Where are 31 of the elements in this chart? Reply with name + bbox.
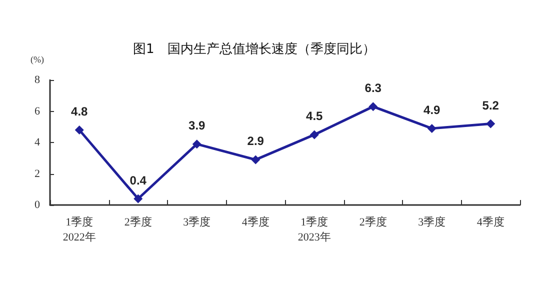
data-label: 4.5	[306, 109, 324, 124]
point	[368, 102, 378, 112]
data-label: 3.9	[188, 118, 206, 133]
point	[134, 194, 143, 204]
point	[192, 140, 202, 149]
point	[427, 124, 436, 133]
x-tick-label: 1季度 2022年	[62, 216, 96, 244]
y-tick-label: 6	[34, 105, 40, 118]
y-tick-label: 0	[34, 199, 40, 211]
data-label: 2.9	[247, 134, 264, 148]
y-axis-title: (%)	[30, 54, 44, 64]
x-tick-label: 2季度	[359, 216, 387, 228]
x-tick-label: 3季度	[418, 216, 446, 228]
x-tick-label: 4季度	[476, 216, 504, 228]
point	[74, 126, 84, 134]
x-tick-label: 3季度	[183, 216, 211, 228]
point	[486, 119, 496, 128]
y-tick-label: 4	[34, 136, 40, 148]
data-label: 5.2	[482, 98, 500, 112]
y-tick-label: 2	[34, 168, 40, 180]
chart-title: 图1 国内生产总值增长速度（季度同比）	[133, 41, 376, 57]
x-tick-label: 1季度 2023年	[298, 216, 331, 244]
data-label: 4.9	[424, 102, 441, 117]
data-label: 4.8	[71, 104, 88, 118]
data-label: 6.3	[364, 81, 382, 96]
x-tick-label: 2季度	[124, 216, 152, 228]
y-tick-label: 8	[34, 74, 40, 86]
point	[310, 130, 319, 140]
data-label: 0.4	[130, 173, 147, 188]
x-tick-label: 4季度	[242, 216, 270, 228]
point	[251, 155, 260, 164]
